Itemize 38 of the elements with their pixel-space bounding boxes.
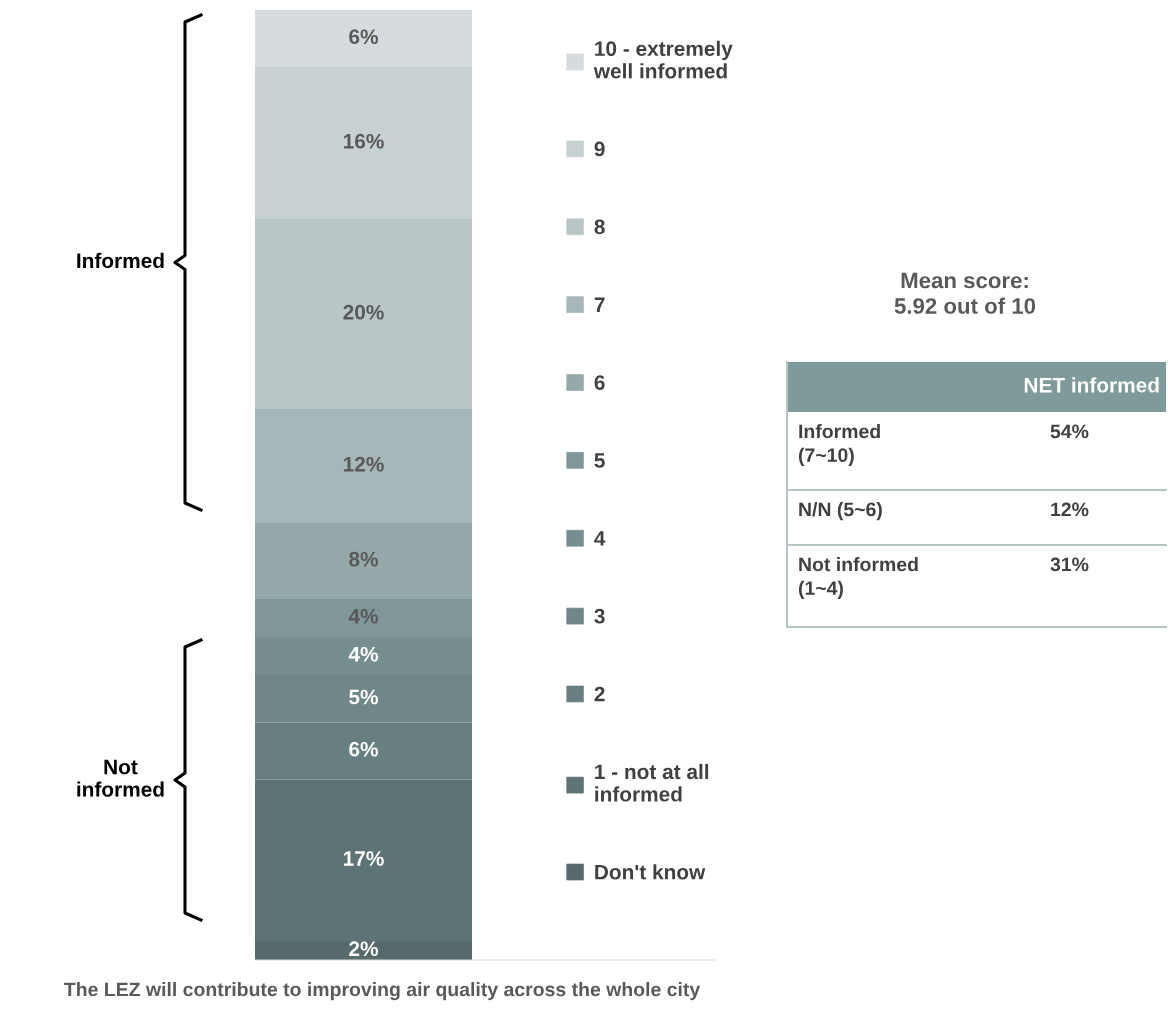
category-label: Not informed (1~4) <box>798 557 918 599</box>
text: Informed <box>77 252 164 269</box>
data-label: 2% <box>349 941 379 957</box>
text: 12% <box>1051 502 1089 517</box>
legend-label: 6 <box>594 375 605 390</box>
data-label: 12% <box>343 456 384 472</box>
legend-label: Don't know <box>595 864 706 880</box>
data-label: 6% <box>349 29 379 45</box>
legend-label: 2 <box>594 686 605 702</box>
text: Mean score: 5.92 out of 10 <box>894 272 1036 314</box>
legend-label: 1 - not at all informed <box>595 763 709 802</box>
text: Not informed <box>77 759 164 797</box>
bar <box>255 523 472 599</box>
bar <box>255 219 472 409</box>
data-label: 6% <box>349 741 379 757</box>
data-label: 17% <box>343 851 384 866</box>
data-label: 8% <box>349 551 379 567</box>
text: 54% <box>1050 424 1089 439</box>
data-label: 20% <box>343 304 384 320</box>
bar <box>255 409 472 523</box>
legend-label: 5 <box>594 453 605 468</box>
legend-label: 7 <box>594 297 605 312</box>
data-label: 4% <box>348 608 379 624</box>
legend-label: 3 <box>594 608 605 624</box>
legend-label: 9 <box>594 141 605 157</box>
text: NET informed <box>1024 377 1159 393</box>
category-label: N/N (5~6) <box>799 502 882 521</box>
bar <box>255 67 472 219</box>
data-label: 5% <box>349 689 379 705</box>
legend-label: 4 <box>594 531 606 546</box>
x-axis-title: The LEZ will contribute to improving air quality across the whole city <box>64 982 701 1001</box>
text: 31% <box>1050 557 1089 572</box>
legend-label: 10 - extremely well informed <box>593 40 733 79</box>
category-label: Informed (7~10) <box>798 424 880 466</box>
legend-label: 8 <box>594 219 605 235</box>
bar <box>255 10 472 67</box>
data-label: 4% <box>348 646 379 662</box>
data-label: 16% <box>343 133 384 149</box>
